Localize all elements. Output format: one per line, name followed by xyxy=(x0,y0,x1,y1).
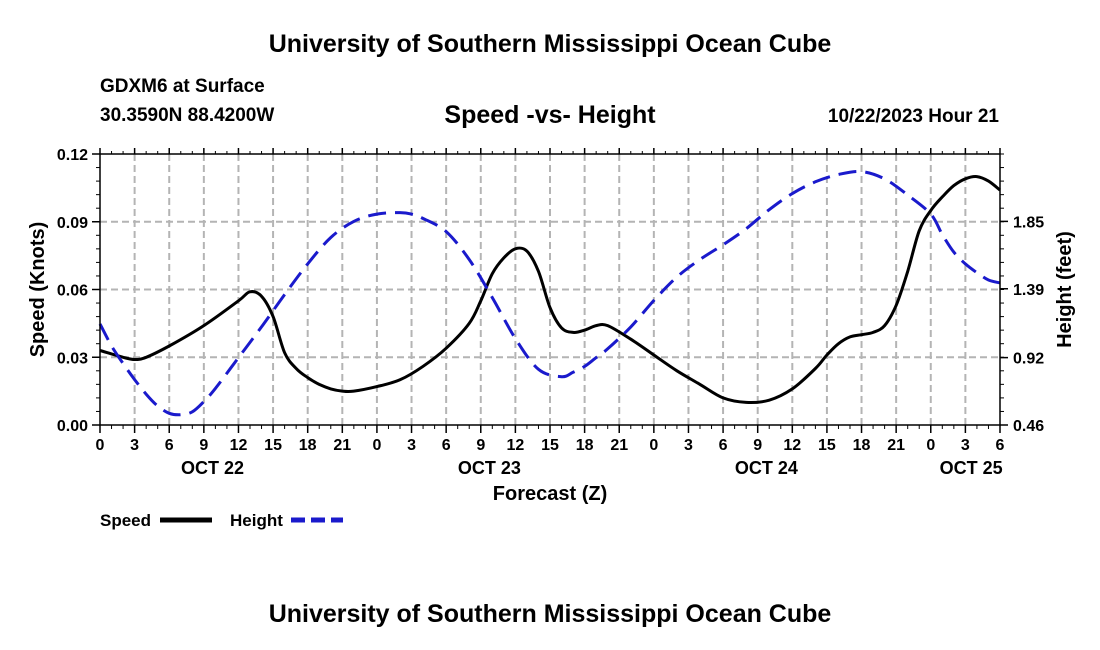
x-tick-label: 6 xyxy=(996,437,1005,454)
legend-label-height: Height xyxy=(230,511,283,530)
speed-series-line xyxy=(99,175,1001,405)
axis-ticks: 0 3 6 9 12 15 18 21 0 3 6 9 12 15 18 21 0 3 6 9 12 15 18 21 0 3 60… xyxy=(57,147,1044,478)
date-label: OCT 24 xyxy=(735,458,798,478)
x-tick-label: 18 xyxy=(853,437,871,454)
x-tick-label: 9 xyxy=(199,437,208,454)
x-tick-label: 9 xyxy=(476,437,485,454)
x-tick-label: 0 xyxy=(96,437,105,454)
y2-tick-label: 1.85 xyxy=(1013,214,1044,231)
footer-title: University of Southern Mississippi Ocean… xyxy=(268,600,832,628)
station-label: GDXM6 at Surface xyxy=(100,76,265,97)
y2-tick-label: 0.46 xyxy=(1013,418,1044,435)
date-label: OCT 25 xyxy=(940,458,1003,478)
x-tick-label: 6 xyxy=(719,437,728,454)
x-tick-label: 0 xyxy=(649,437,658,454)
forecast-datetime: 10/22/2023 Hour 21 xyxy=(827,106,999,127)
x-tick-label: 3 xyxy=(407,437,416,454)
x-tick-label: 21 xyxy=(610,437,628,454)
x-tick-label: 9 xyxy=(753,437,762,454)
x-tick-label: 18 xyxy=(576,437,594,454)
x-tick-label: 21 xyxy=(333,437,351,454)
date-label: OCT 23 xyxy=(458,458,521,478)
x-tick-label: 12 xyxy=(230,437,248,454)
x-axis-title: Forecast (Z) xyxy=(493,483,607,505)
x-tick-label: 0 xyxy=(926,437,935,454)
x-tick-label: 15 xyxy=(264,437,282,454)
y2-tick-label: 0.92 xyxy=(1013,351,1044,368)
x-tick-label: 3 xyxy=(130,437,139,454)
legend: Speed Height xyxy=(100,511,343,530)
series-layer xyxy=(98,169,1001,417)
x-tick-label: 15 xyxy=(818,437,836,454)
grid-lines xyxy=(100,154,1000,425)
x-tick-label: 6 xyxy=(165,437,174,454)
date-label: OCT 22 xyxy=(181,458,244,478)
x-tick-label: 15 xyxy=(541,437,559,454)
x-tick-label: 3 xyxy=(961,437,970,454)
y-tick-label: 0.12 xyxy=(57,147,88,164)
coordinates-label: 30.3590N 88.4200W xyxy=(100,105,275,126)
x-tick-label: 6 xyxy=(442,437,451,454)
y-tick-label: 0.06 xyxy=(57,283,88,300)
x-tick-label: 21 xyxy=(887,437,905,454)
height-series-line xyxy=(98,169,1001,417)
y-tick-label: 0.00 xyxy=(57,418,88,435)
x-tick-label: 12 xyxy=(783,437,801,454)
y-tick-label: 0.03 xyxy=(57,350,88,367)
x-tick-label: 0 xyxy=(372,437,381,454)
y-tick-label: 0.09 xyxy=(57,215,88,232)
x-tick-label: 3 xyxy=(684,437,693,454)
y2-axis-title: Height (feet) xyxy=(1054,231,1076,348)
chart-subtitle: Speed -vs- Height xyxy=(444,101,656,129)
x-tick-label: 12 xyxy=(506,437,524,454)
page-title: University of Southern Mississippi Ocean… xyxy=(268,30,832,58)
y-axis-title: Speed (Knots) xyxy=(27,222,49,358)
legend-label-speed: Speed xyxy=(100,511,151,530)
axis-labels: Forecast (Z) Speed (Knots) Height (feet) xyxy=(27,222,1076,505)
x-tick-label: 18 xyxy=(299,437,317,454)
y2-tick-label: 1.39 xyxy=(1013,282,1044,299)
